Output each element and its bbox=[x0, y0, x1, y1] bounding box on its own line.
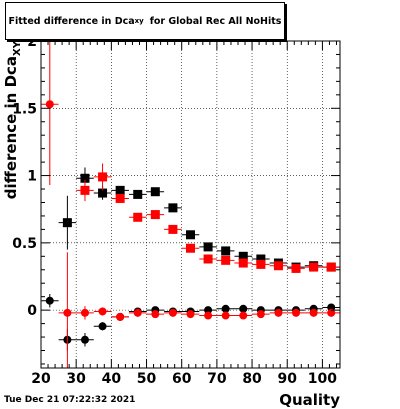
data-point-circle bbox=[186, 310, 195, 319]
y-tick-label: 0 bbox=[27, 303, 37, 319]
data-point-square bbox=[168, 203, 178, 213]
data-point-circle bbox=[98, 307, 107, 316]
x-axis-title: Quality bbox=[279, 391, 340, 409]
grid-layer bbox=[41, 41, 340, 368]
y-tick-label: 1.5 bbox=[12, 101, 37, 117]
data-point-circle bbox=[256, 310, 265, 319]
x-tick-label: 80 bbox=[242, 371, 262, 387]
x-tick-label: 60 bbox=[172, 371, 192, 387]
data-point-square bbox=[168, 224, 178, 234]
series-4 bbox=[41, 41, 340, 368]
data-point-square bbox=[80, 185, 90, 195]
data-point-square bbox=[80, 173, 90, 183]
data-point-square bbox=[256, 259, 266, 269]
plot-frame bbox=[40, 40, 341, 369]
data-point-circle bbox=[309, 308, 318, 317]
data-point-square bbox=[238, 258, 248, 268]
data-point-circle bbox=[168, 308, 177, 317]
data-point-square bbox=[150, 187, 160, 197]
data-point-circle bbox=[221, 304, 230, 313]
data-point-circle bbox=[45, 100, 54, 109]
x-tick-label: 20 bbox=[31, 371, 51, 387]
chart-title-rest: for Global Rec All NoHits bbox=[149, 15, 282, 27]
data-point-circle bbox=[63, 308, 72, 317]
data-point-square bbox=[203, 254, 213, 264]
data-point-square bbox=[186, 243, 195, 253]
data-point-square bbox=[98, 172, 108, 182]
data-point-square bbox=[221, 255, 231, 265]
data-point-square bbox=[62, 218, 72, 228]
data-point-square bbox=[326, 262, 336, 272]
chart-title-main: Fitted difference in Dca bbox=[8, 15, 135, 27]
data-point-circle bbox=[292, 308, 301, 317]
x-tick-label: 40 bbox=[102, 371, 122, 387]
y-tick-label: 2 bbox=[27, 34, 37, 50]
chart-title-sub: xy bbox=[134, 17, 144, 25]
data-point-circle bbox=[45, 296, 54, 305]
y-tick-label: 0.5 bbox=[12, 236, 37, 252]
data-point-square bbox=[256, 254, 266, 264]
data-point-square bbox=[309, 262, 319, 272]
data-point-square bbox=[115, 193, 125, 203]
axis-layer: 20 30 40 50 60 70 80 90 100 0 0.5 1 1.5 2 Quality diffe… bbox=[2, 34, 340, 409]
data-point-square bbox=[203, 242, 213, 252]
data-point-square bbox=[273, 261, 283, 271]
data-point-square bbox=[115, 185, 125, 195]
data-point-circle bbox=[239, 304, 248, 313]
x-tick-label: 30 bbox=[66, 371, 86, 387]
data-point-circle bbox=[204, 311, 213, 320]
data-point-square bbox=[238, 251, 248, 261]
x-tick-label: 70 bbox=[207, 371, 227, 387]
series-3 bbox=[41, 293, 340, 351]
data-point-circle bbox=[80, 335, 89, 344]
data-point-circle bbox=[274, 308, 283, 317]
series-2 bbox=[76, 163, 340, 273]
data-point-circle bbox=[133, 308, 142, 317]
x-tick-label: 90 bbox=[277, 371, 297, 387]
data-point-square bbox=[98, 188, 108, 198]
data-point-circle bbox=[116, 312, 125, 321]
x-tick-label: 50 bbox=[137, 371, 157, 387]
chart-title-box: Fitted difference in Dca xy for Global Rec… bbox=[5, 2, 285, 40]
data-layer bbox=[41, 41, 340, 368]
data-point-circle bbox=[221, 311, 230, 320]
data-point-square bbox=[221, 246, 231, 256]
data-point-circle bbox=[239, 311, 248, 320]
data-point-circle bbox=[327, 308, 336, 317]
data-point-circle bbox=[98, 322, 107, 331]
data-point-square bbox=[186, 230, 195, 240]
timestamp: Tue Dec 21 07:22:32 2021 bbox=[4, 395, 136, 405]
data-point-circle bbox=[151, 310, 160, 319]
data-point-circle bbox=[80, 308, 89, 317]
series-1 bbox=[58, 167, 340, 272]
y-tick-label: 1 bbox=[27, 169, 37, 185]
data-point-square bbox=[133, 189, 143, 199]
y-axis-title: difference in DcaXY bbox=[2, 40, 23, 199]
data-point-square bbox=[291, 263, 301, 273]
data-point-square bbox=[133, 212, 143, 222]
data-point-square bbox=[150, 210, 160, 220]
x-tick-label: 100 bbox=[308, 371, 337, 387]
